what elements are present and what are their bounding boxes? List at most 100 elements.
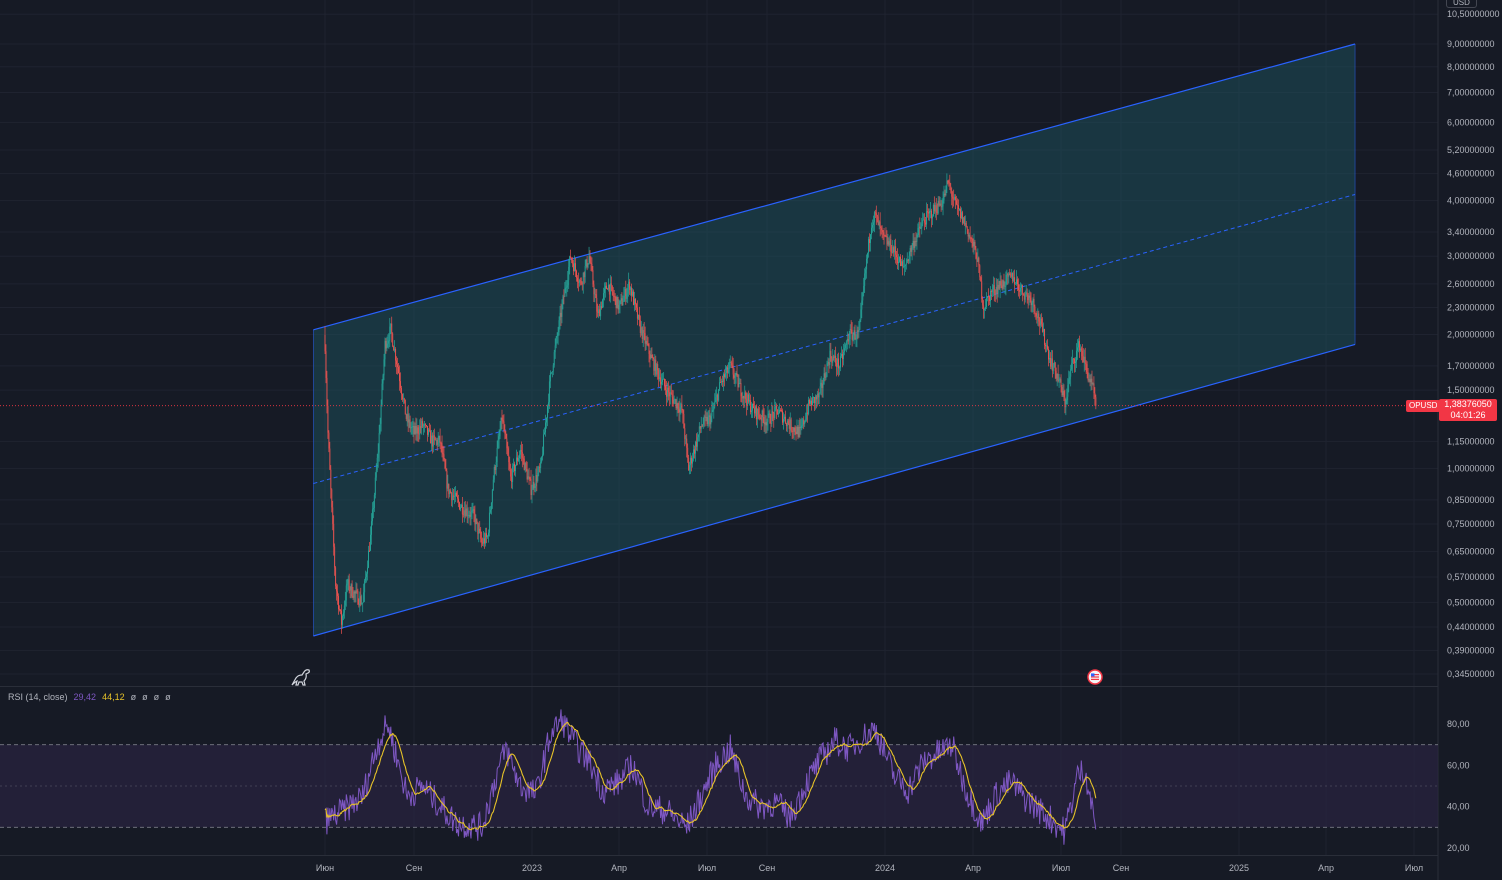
candle-body[interactable] — [904, 264, 906, 267]
candle-body[interactable] — [369, 550, 370, 552]
candle-body[interactable] — [523, 458, 525, 471]
candle-body[interactable] — [728, 362, 730, 369]
candle-body[interactable] — [887, 241, 889, 245]
candle-body[interactable] — [921, 223, 923, 229]
candle-body[interactable] — [497, 439, 499, 448]
candle-body[interactable] — [928, 212, 929, 214]
candle-body[interactable] — [724, 372, 726, 378]
candle-body[interactable] — [764, 422, 766, 425]
candle-body[interactable] — [353, 591, 355, 598]
candle-body[interactable] — [483, 538, 485, 544]
candle-body[interactable] — [517, 458, 519, 462]
candle-body[interactable] — [656, 364, 658, 375]
candle-body[interactable] — [912, 240, 914, 246]
candle-body[interactable] — [1008, 273, 1010, 277]
candle-body[interactable] — [627, 287, 629, 294]
candle-body[interactable] — [932, 204, 934, 217]
candle-body[interactable] — [871, 227, 872, 235]
candle-body[interactable] — [966, 226, 968, 230]
candle-body[interactable] — [464, 510, 466, 517]
candle-body[interactable] — [371, 509, 373, 522]
candle-body[interactable] — [868, 239, 870, 254]
candle-body[interactable] — [903, 266, 905, 267]
candle-body[interactable] — [989, 290, 991, 302]
candle-body[interactable] — [365, 577, 367, 581]
candle-body[interactable] — [805, 419, 807, 422]
candle-body[interactable] — [786, 420, 788, 426]
candle-body[interactable] — [625, 289, 627, 299]
candle-body[interactable] — [877, 216, 879, 226]
price-axis[interactable]: 10,50000000 9,00000000 8,00000000 7,0000000… — [1437, 0, 1500, 880]
candle-body[interactable] — [514, 463, 516, 472]
candle-body[interactable] — [1072, 358, 1074, 364]
candle-body[interactable] — [346, 583, 348, 586]
candle-body[interactable] — [611, 285, 613, 293]
candle-body[interactable] — [1080, 348, 1082, 351]
candle-body[interactable] — [997, 284, 999, 294]
candle-body[interactable] — [875, 212, 877, 216]
candle-body[interactable] — [432, 435, 434, 447]
candle-body[interactable] — [531, 489, 533, 496]
candle-body[interactable] — [422, 421, 424, 427]
candle-body[interactable] — [426, 425, 428, 427]
candle-body[interactable] — [481, 538, 483, 543]
candle-body[interactable] — [1042, 323, 1044, 332]
candle-body[interactable] — [1091, 378, 1093, 385]
candle-body[interactable] — [535, 474, 537, 487]
candle-body[interactable] — [407, 413, 409, 423]
candle-body[interactable] — [501, 417, 503, 421]
candle-body[interactable] — [939, 203, 941, 206]
candle-body[interactable] — [453, 495, 455, 497]
candle-body[interactable] — [397, 364, 398, 367]
candle-body[interactable] — [477, 521, 479, 534]
candle-body[interactable] — [533, 481, 535, 488]
candle-body[interactable] — [574, 263, 575, 272]
candle-body[interactable] — [366, 573, 368, 578]
candle-body[interactable] — [482, 542, 484, 544]
candle-body[interactable] — [1092, 383, 1094, 385]
candle-body[interactable] — [335, 567, 337, 587]
candle-body[interactable] — [670, 392, 672, 394]
candle-body[interactable] — [433, 435, 435, 438]
candle-body[interactable] — [994, 293, 996, 295]
candle-body[interactable] — [1051, 358, 1053, 371]
candle-body[interactable] — [702, 424, 704, 427]
candle-body[interactable] — [970, 237, 972, 239]
candle-body[interactable] — [907, 259, 909, 262]
candle-body[interactable] — [1037, 313, 1039, 318]
candle-body[interactable] — [544, 432, 546, 435]
candle-body[interactable] — [791, 430, 793, 432]
candle-body[interactable] — [578, 280, 580, 283]
candle-body[interactable] — [461, 504, 463, 515]
candle-body[interactable] — [745, 392, 747, 400]
candle-body[interactable] — [414, 425, 416, 435]
candle-body[interactable] — [484, 538, 486, 544]
candle-body[interactable] — [618, 305, 620, 310]
candle-body[interactable] — [934, 205, 936, 212]
candle-body[interactable] — [1040, 318, 1042, 326]
candle-body[interactable] — [504, 430, 506, 434]
candle-body[interactable] — [848, 338, 850, 342]
candle-body[interactable] — [769, 413, 771, 424]
candle-body[interactable] — [819, 386, 821, 393]
candle-body[interactable] — [717, 394, 719, 401]
candle-body[interactable] — [876, 215, 878, 217]
candle-body[interactable] — [456, 492, 457, 497]
candle-body[interactable] — [784, 416, 786, 424]
candle-body[interactable] — [1004, 286, 1006, 288]
candle-body[interactable] — [765, 422, 767, 426]
candle-body[interactable] — [1038, 313, 1040, 322]
candle-body[interactable] — [486, 533, 487, 537]
candle-body[interactable] — [818, 392, 820, 398]
candle-body[interactable] — [392, 333, 394, 347]
candle-body[interactable] — [837, 358, 839, 367]
candle-body[interactable] — [347, 579, 349, 584]
candle-body[interactable] — [452, 495, 454, 501]
candle-body[interactable] — [396, 360, 398, 365]
candle-body[interactable] — [410, 427, 412, 429]
candle-body[interactable] — [682, 410, 684, 414]
candle-body[interactable] — [804, 421, 806, 425]
candle-body[interactable] — [451, 492, 453, 501]
candle-body[interactable] — [480, 531, 482, 539]
candle-body[interactable] — [520, 449, 522, 452]
